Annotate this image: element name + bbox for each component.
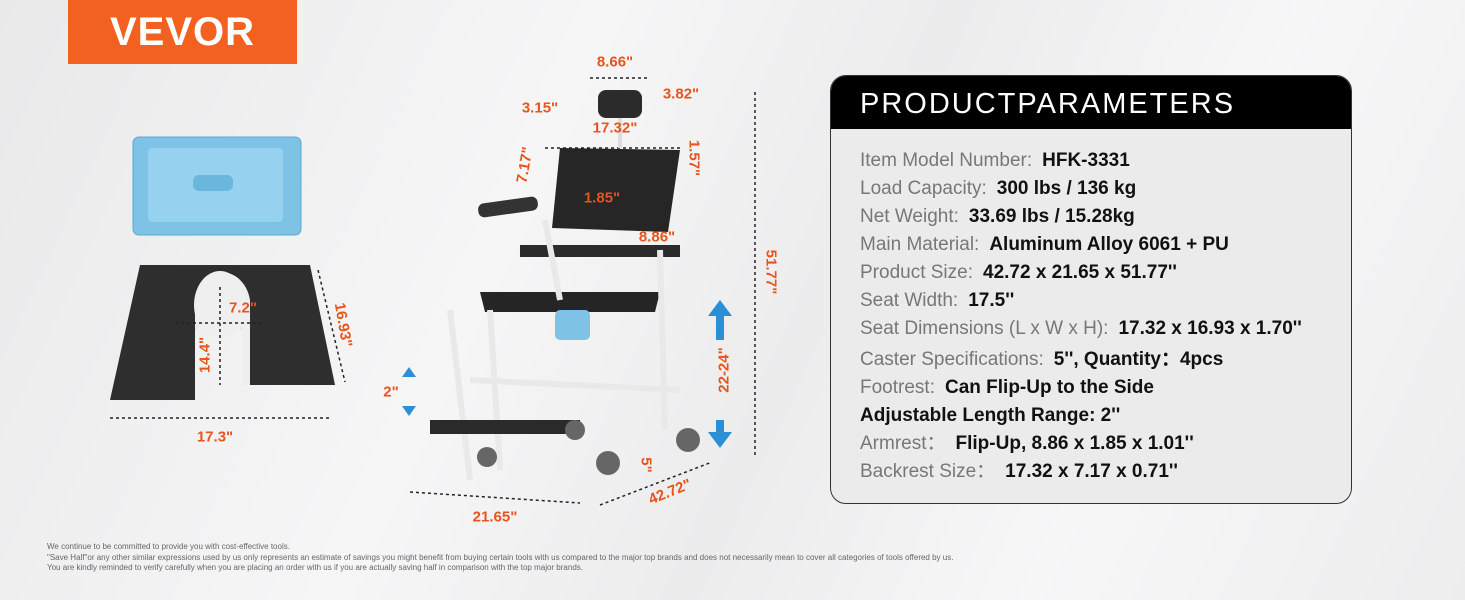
dim-backrest-width: 17.32"	[592, 119, 638, 137]
parameter-row: Seat Width: 17.5''	[860, 287, 1351, 315]
parameter-value: 42.72 x 21.65 x 51.77''	[983, 262, 1177, 283]
parameter-value: HFK-3331	[1042, 150, 1130, 171]
parameter-list: Item Model Number: HFK-3331 Load Capacity:…	[831, 129, 1351, 486]
parameter-label: Item Model Number:	[860, 150, 1033, 171]
dim-armrest-length: 8.86"	[638, 228, 676, 246]
parameter-value: 5'', Quantity：4pcs	[1053, 349, 1224, 370]
dim-width: 21.65"	[472, 508, 518, 526]
parameter-label: Backrest Size：	[860, 461, 996, 482]
parameter-value: 300 lbs / 136 kg	[996, 178, 1137, 199]
vevor-logo: VEVOR	[68, 0, 297, 64]
parameter-value: Flip-Up, 8.86 x 1.85 x 1.01''	[955, 433, 1194, 454]
parameter-row: Main Material: Aluminum Alloy 6061 + PU	[860, 231, 1351, 259]
disclaimer-line: We continue to be committed to provide y…	[47, 542, 290, 551]
parameter-value: 33.69 lbs / 15.28kg	[968, 206, 1135, 227]
dim-headrest-depth: 3.82"	[662, 85, 700, 103]
parameter-row: Footrest: Can Flip-Up to the Side	[860, 374, 1351, 402]
dim-cushion-width: 17.3"	[196, 428, 234, 446]
parameter-label: Armrest：	[860, 433, 946, 454]
parameter-label: Seat Width:	[860, 290, 959, 311]
parameter-value: 17.5''	[968, 290, 1015, 311]
parameter-row: Caster Specifications: 5'', Quantity：4pcs	[860, 346, 1351, 374]
dim-backrest-thickness: 1.57"	[685, 139, 703, 177]
parameter-label: Net Weight:	[860, 206, 959, 227]
disclaimer-line: You are kindly reminded to verify carefu…	[47, 563, 583, 572]
dim-footrest-adjust: 2"	[383, 383, 399, 401]
parameter-row: Seat Dimensions (L x W x H): 17.32 x 16.9…	[860, 315, 1351, 343]
parameter-label: Load Capacity:	[860, 178, 987, 199]
dim-headrest-width: 8.66"	[596, 53, 634, 71]
parameter-label: Main Material:	[860, 234, 980, 255]
parameter-row: Backrest Size： 17.32 x 7.17 x 0.71''	[860, 458, 1351, 486]
dim-headrest-height: 3.15"	[521, 99, 559, 117]
commode-chair-image	[430, 90, 700, 481]
adjust-arrows	[402, 300, 732, 448]
parameter-value: 17.32 x 7.17 x 0.71''	[1005, 461, 1178, 482]
product-parameters-panel: PRODUCTPARAMETERS Item Model Number: HFK-…	[830, 75, 1352, 504]
parameter-row: Adjustable Length Range: 2''	[860, 402, 1351, 430]
parameter-row: Net Weight: 33.69 lbs / 15.28kg	[860, 203, 1351, 231]
parameter-value: Can Flip-Up to the Side	[944, 377, 1154, 398]
dim-total-height: 51.77"	[762, 249, 780, 295]
parameter-label: Adjustable Length Range: 2''	[860, 405, 1121, 426]
dim-cushion-hole-length: 14.4"	[196, 336, 214, 374]
parameter-row: Load Capacity: 300 lbs / 136 kg	[860, 175, 1351, 203]
dim-seat-height: 22-24"	[715, 347, 733, 393]
parameter-label: Caster Specifications:	[860, 349, 1044, 370]
parameter-label: Seat Dimensions (L x W x H):	[860, 318, 1109, 339]
disclaimer: We continue to be committed to provide y…	[47, 542, 953, 574]
parameter-value: 17.32 x 16.93 x 1.70''	[1118, 318, 1302, 339]
dim-caster: 5"	[637, 457, 655, 473]
parameter-row: Item Model Number: HFK-3331	[860, 147, 1351, 175]
bedpan-image	[132, 136, 302, 236]
parameter-label: Footrest:	[860, 377, 935, 398]
dim-cushion-hole-width: 7.2"	[229, 299, 257, 317]
disclaimer-line: "Save Half"or any other similar expressi…	[47, 552, 954, 562]
parameter-value: Aluminum Alloy 6061 + PU	[989, 234, 1229, 255]
parameter-row: Product Size: 42.72 x 21.65 x 51.77''	[860, 259, 1351, 287]
dim-armrest-width: 1.85"	[583, 189, 621, 207]
parameter-row: Armrest： Flip-Up, 8.86 x 1.85 x 1.01''	[860, 430, 1351, 458]
parameter-label: Product Size:	[860, 262, 973, 283]
seat-cushion-image	[110, 265, 335, 400]
panel-title: PRODUCTPARAMETERS	[831, 76, 1351, 129]
